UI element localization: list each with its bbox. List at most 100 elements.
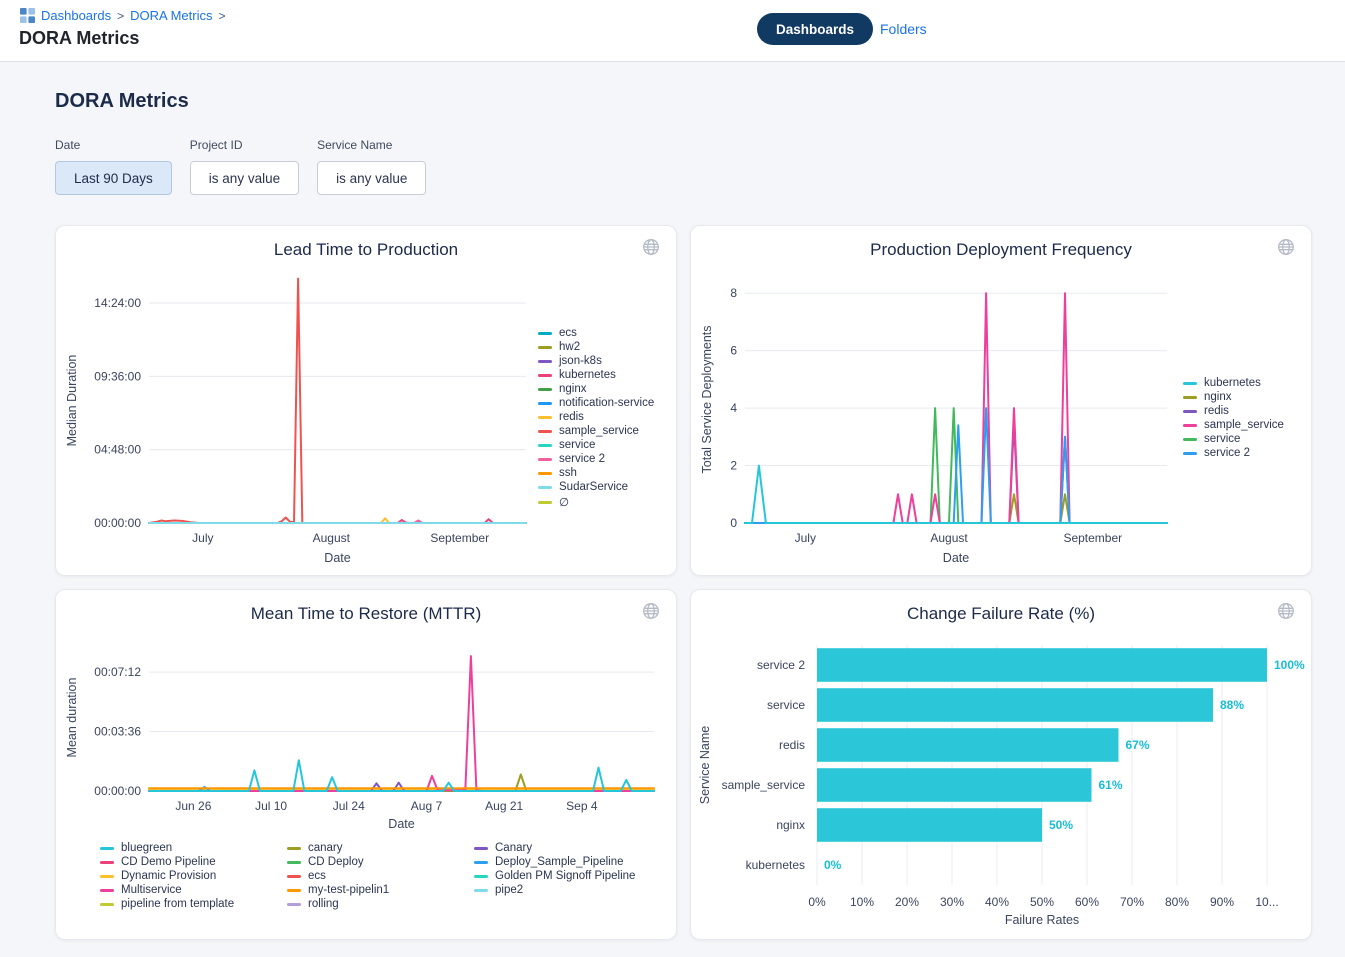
globe-icon[interactable] — [642, 238, 660, 256]
legend-swatch — [100, 861, 114, 864]
globe-icon[interactable] — [642, 602, 660, 620]
svg-text:20%: 20% — [895, 895, 919, 909]
breadcrumb-link-dora-metrics[interactable]: DORA Metrics — [130, 8, 212, 23]
page-title: DORA Metrics — [19, 28, 139, 49]
globe-icon[interactable] — [1277, 602, 1295, 620]
legend-column: Canary Deploy_Sample_Pipeline Golden PM Si… — [474, 842, 661, 910]
tab-folders[interactable]: Folders — [880, 21, 927, 37]
filter-label: Project ID — [190, 138, 299, 152]
svg-text:Date: Date — [943, 551, 969, 565]
app-header: Dashboards > DORA Metrics > DORA Metrics… — [0, 0, 1345, 62]
legend-column: canary CD Deploy ecs my-test-pipelin1 rollin… — [287, 842, 474, 910]
legend-swatch — [538, 472, 552, 475]
legend-item[interactable]: rolling — [287, 898, 474, 910]
legend-item[interactable]: service 2 — [1183, 447, 1284, 459]
legend-label: canary — [308, 842, 343, 854]
legend-swatch — [538, 501, 552, 504]
legend-item[interactable]: hw2 — [538, 341, 654, 353]
legend-item[interactable]: Canary — [474, 842, 661, 854]
legend-item[interactable]: bluegreen — [100, 842, 287, 854]
legend-item[interactable]: notification-service — [538, 397, 654, 409]
legend-label: my-test-pipelin1 — [308, 884, 389, 896]
legend-item[interactable]: redis — [538, 411, 654, 423]
svg-text:04:48:00: 04:48:00 — [94, 443, 141, 457]
svg-text:09:36:00: 09:36:00 — [94, 369, 141, 383]
legend-item[interactable]: pipe2 — [474, 884, 661, 896]
mttr-chart[interactable]: 00:00:0000:03:3600:07:12Jun 26Jul 10Jul … — [62, 634, 672, 834]
legend-item[interactable]: service 2 — [538, 453, 654, 465]
chart-legend: kubernetes nginx redis sample_serviceservic… — [1183, 268, 1307, 568]
legend-item[interactable]: canary — [287, 842, 474, 854]
legend-item[interactable]: sample_service — [538, 425, 654, 437]
deployment-frequency-chart[interactable]: 02468JulyAugustSeptemberDateTotal Servic… — [697, 268, 1177, 568]
legend-item[interactable]: ∅ — [538, 495, 654, 509]
legend-item[interactable]: nginx — [1183, 391, 1284, 403]
tab-dashboards[interactable]: Dashboards — [757, 13, 873, 45]
svg-text:80%: 80% — [1165, 895, 1189, 909]
legend-swatch — [474, 875, 488, 878]
legend-item[interactable]: CD Deploy — [287, 856, 474, 868]
breadcrumb-link-dashboards[interactable]: Dashboards — [41, 8, 111, 23]
card-production-deployment-frequency: Production Deployment Frequency 02468Jul… — [690, 225, 1312, 576]
legend-label: pipe2 — [495, 884, 523, 896]
project-id-filter-button[interactable]: is any value — [190, 161, 299, 195]
legend-swatch — [287, 903, 301, 906]
svg-text:Failure Rates: Failure Rates — [1005, 913, 1079, 927]
legend-label: notification-service — [559, 397, 654, 409]
legend-item[interactable]: ecs — [287, 870, 474, 882]
svg-text:Aug 21: Aug 21 — [485, 799, 523, 813]
card-lead-time-to-production: Lead Time to Production 00:00:0004:48:00… — [55, 225, 677, 576]
svg-text:Date: Date — [324, 551, 350, 565]
legend-item[interactable]: kubernetes — [1183, 377, 1284, 389]
svg-text:6: 6 — [730, 344, 737, 358]
legend-label: rolling — [308, 898, 339, 910]
legend-swatch — [538, 444, 552, 447]
legend-item[interactable]: ssh — [538, 467, 654, 479]
legend-item[interactable]: Golden PM Signoff Pipeline — [474, 870, 661, 882]
service-name-filter-button[interactable]: is any value — [317, 161, 426, 195]
legend-item[interactable]: service — [538, 439, 654, 451]
legend-label: Dynamic Provision — [121, 870, 216, 882]
filter-label: Date — [55, 138, 172, 152]
legend-item[interactable]: redis — [1183, 405, 1284, 417]
svg-text:50%: 50% — [1049, 818, 1073, 832]
svg-text:8: 8 — [730, 286, 737, 300]
lead-time-chart[interactable]: 00:00:0004:48:0009:36:0014:24:00JulyAugu… — [62, 268, 532, 568]
legend-item[interactable]: Deploy_Sample_Pipeline — [474, 856, 661, 868]
legend-item[interactable]: my-test-pipelin1 — [287, 884, 474, 896]
legend-label: ecs — [308, 870, 326, 882]
svg-text:redis: redis — [779, 738, 805, 752]
legend-item[interactable]: nginx — [538, 383, 654, 395]
legend-column: bluegreen CD Demo Pipeline Dynamic Provisi… — [100, 842, 287, 910]
globe-icon[interactable] — [1277, 238, 1295, 256]
legend-item[interactable]: ecs — [538, 327, 654, 339]
legend-label: service 2 — [1204, 447, 1250, 459]
svg-text:Jun 26: Jun 26 — [175, 799, 211, 813]
svg-text:67%: 67% — [1126, 738, 1150, 752]
legend-item[interactable]: service — [1183, 433, 1284, 445]
legend-swatch — [538, 332, 552, 335]
legend-label: ∅ — [559, 495, 569, 509]
chart-title: Lead Time to Production — [56, 240, 676, 260]
legend-label: Deploy_Sample_Pipeline — [495, 856, 624, 868]
svg-text:Sep 4: Sep 4 — [566, 799, 598, 813]
legend-item[interactable]: SudarService — [538, 481, 654, 493]
change-failure-rate-chart[interactable]: 0%10%20%30%40%50%60%70%80%90%10...100%se… — [695, 630, 1305, 930]
legend-item[interactable]: kubernetes — [538, 369, 654, 381]
legend-item[interactable]: Multiservice — [100, 884, 287, 896]
svg-text:90%: 90% — [1210, 895, 1234, 909]
svg-text:September: September — [430, 531, 489, 545]
legend-item[interactable]: json-k8s — [538, 355, 654, 367]
legend-item[interactable]: sample_service — [1183, 419, 1284, 431]
svg-text:88%: 88% — [1220, 698, 1244, 712]
legend-item[interactable]: CD Demo Pipeline — [100, 856, 287, 868]
legend-item[interactable]: Dynamic Provision — [100, 870, 287, 882]
svg-text:Median Duration: Median Duration — [65, 355, 79, 447]
legend-label: CD Demo Pipeline — [121, 856, 216, 868]
legend-item[interactable]: pipeline from template — [100, 898, 287, 910]
card-change-failure-rate: Change Failure Rate (%) 0%10%20%30%40%50… — [690, 589, 1312, 940]
svg-text:70%: 70% — [1120, 895, 1144, 909]
svg-text:14:24:00: 14:24:00 — [94, 296, 141, 310]
filter-date: Date Last 90 Days — [55, 138, 172, 195]
date-filter-button[interactable]: Last 90 Days — [55, 161, 172, 195]
